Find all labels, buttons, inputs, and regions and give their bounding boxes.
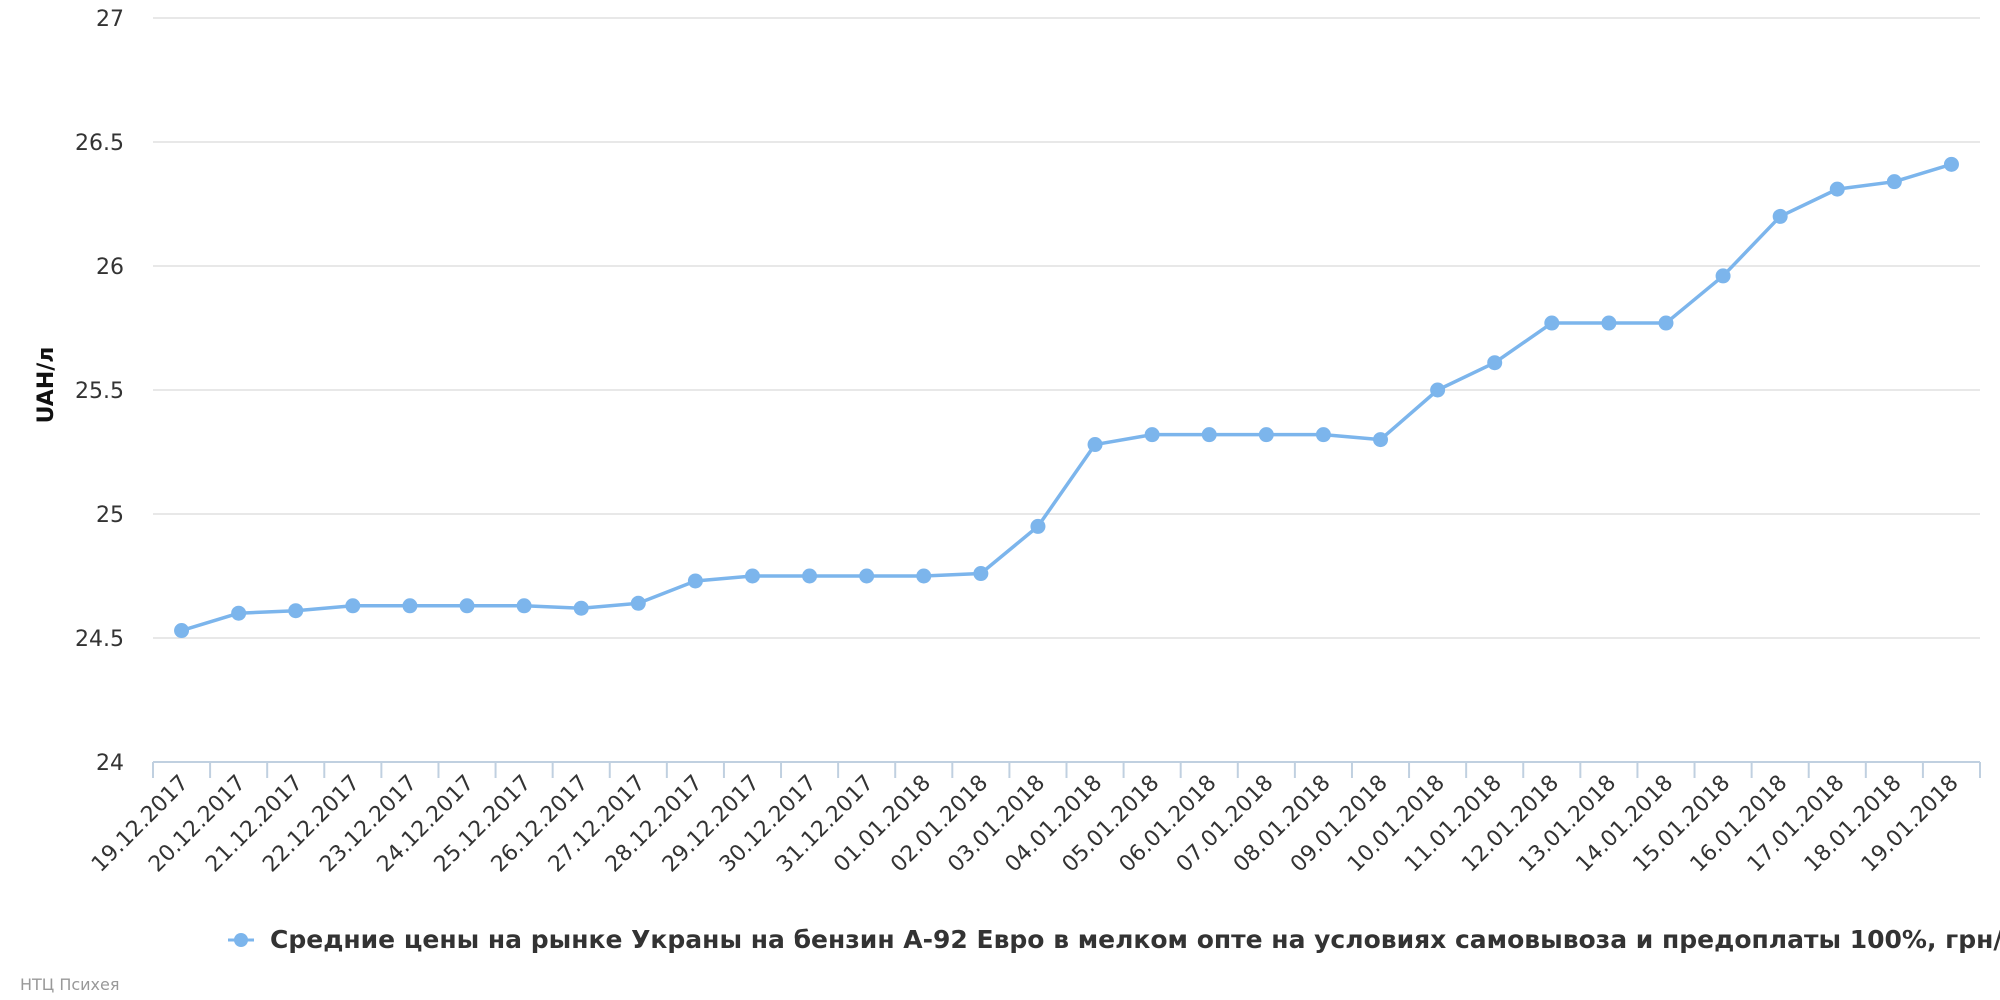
data-point[interactable] — [1601, 315, 1617, 331]
x-axis — [152, 761, 1981, 778]
data-point[interactable] — [1487, 355, 1503, 371]
data-point[interactable] — [973, 566, 989, 582]
y-axis-ticks: 24 24.5 25 25.5 26 26.5 27 — [75, 7, 124, 776]
data-point[interactable] — [1715, 268, 1731, 284]
data-point[interactable] — [174, 623, 190, 639]
data-point[interactable] — [1258, 427, 1274, 443]
series-line-group — [181, 162, 1952, 633]
legend[interactable]: Средние цены на рынке Укрaны на бензин А… — [228, 925, 2000, 954]
data-point[interactable] — [744, 568, 760, 584]
data-point[interactable] — [687, 573, 703, 589]
y-tick-label: 26 — [96, 255, 124, 280]
data-point[interactable] — [1544, 315, 1560, 331]
y-tick-label: 25 — [96, 503, 124, 528]
data-point[interactable] — [288, 603, 304, 619]
data-point[interactable] — [1373, 432, 1389, 448]
data-point[interactable] — [1658, 315, 1674, 331]
data-point[interactable] — [802, 568, 818, 584]
data-point[interactable] — [1087, 437, 1103, 453]
data-point[interactable] — [1144, 427, 1160, 443]
y-tick-label: 25.5 — [75, 379, 124, 404]
data-point[interactable] — [1943, 156, 1959, 172]
data-point[interactable] — [573, 600, 589, 616]
y-tick-label: 24 — [96, 751, 124, 776]
data-point[interactable] — [1829, 181, 1845, 197]
gridlines — [153, 17, 1980, 639]
data-point[interactable] — [1030, 518, 1046, 534]
data-point[interactable] — [459, 598, 475, 614]
data-point[interactable] — [516, 598, 532, 614]
data-point[interactable] — [916, 568, 932, 584]
data-point[interactable] — [1772, 208, 1788, 224]
data-point[interactable] — [1886, 174, 1902, 190]
data-point[interactable] — [231, 605, 247, 621]
data-point[interactable] — [1315, 427, 1331, 443]
chart-credit[interactable]: НТЦ Психея — [20, 975, 119, 994]
series-line — [181, 162, 1952, 633]
y-tick-label: 24.5 — [75, 627, 124, 652]
data-point[interactable] — [859, 568, 875, 584]
data-point[interactable] — [345, 598, 361, 614]
data-point[interactable] — [402, 598, 418, 614]
y-tick-label: 27 — [96, 7, 124, 32]
data-point[interactable] — [1201, 427, 1217, 443]
data-points[interactable] — [174, 156, 1959, 639]
legend-marker-symbol — [234, 933, 248, 947]
legend-series-label[interactable]: Средние цены на рынке Укрaны на бензин А… — [270, 925, 2000, 954]
x-axis-ticks: 19.12.201720.12.201721.12.201722.12.2017… — [87, 771, 1964, 878]
y-tick-label: 26.5 — [75, 131, 124, 156]
data-point[interactable] — [630, 595, 646, 611]
data-point[interactable] — [1430, 382, 1446, 398]
y-axis-label: UAH/л — [34, 347, 59, 424]
